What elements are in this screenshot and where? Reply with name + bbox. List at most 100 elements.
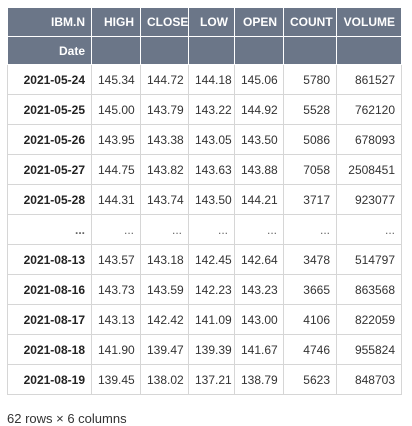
cell-close: 139.47 [140,334,189,365]
cell-low: 141.09 [188,304,235,335]
row-index-ellipsis: ... [7,214,92,245]
cell-close: 143.59 [140,274,189,305]
cell-volume: 848703 [336,364,402,395]
cell-close: 143.79 [140,94,189,125]
empty-header-cell [91,36,141,65]
row-index-date: 2021-05-28 [7,184,92,215]
column-header-low: LOW [188,7,235,37]
cell-count: 4746 [283,334,337,365]
cell-low: 144.18 [188,64,235,95]
table-row: 2021-08-13 143.57 143.18 142.45 142.64 3… [7,244,402,275]
row-index-date: 2021-08-17 [7,304,92,335]
empty-header-cell [283,36,337,65]
cell-open: 143.00 [234,304,284,335]
row-index-date: 2021-05-27 [7,154,92,185]
cell-low: 143.63 [188,154,235,185]
cell-close: 144.72 [140,64,189,95]
cell-high: 143.57 [91,244,141,275]
ellipsis-row: ... ... ... ... ... ... ... [7,214,402,245]
cell-count: 4106 [283,304,337,335]
cell-count: 5528 [283,94,337,125]
cell-count: 7058 [283,154,337,185]
empty-header-cell [234,36,284,65]
table-row: 2021-08-19 139.45 138.02 137.21 138.79 5… [7,364,402,395]
cell-count: 3665 [283,274,337,305]
cell-close: 143.82 [140,154,189,185]
column-header-high: HIGH [91,7,141,37]
cell-open: 144.92 [234,94,284,125]
cell-close: 143.74 [140,184,189,215]
table-header: IBM.N HIGH CLOSE LOW OPEN COUNT VOLUME D… [7,7,402,65]
cell-ellipsis: ... [140,214,189,245]
cell-volume: 822059 [336,304,402,335]
cell-low: 139.39 [188,334,235,365]
cell-low: 143.22 [188,94,235,125]
table-row: 2021-05-27 144.75 143.82 143.63 143.88 7… [7,154,402,185]
empty-header-cell [188,36,235,65]
cell-open: 143.23 [234,274,284,305]
row-index-date: 2021-05-25 [7,94,92,125]
empty-header-cell [336,36,402,65]
cell-count: 5623 [283,364,337,395]
cell-low: 143.50 [188,184,235,215]
cell-volume: 514797 [336,244,402,275]
table-shape-summary: 62 rows × 6 columns [7,411,127,426]
row-index-date: 2021-08-19 [7,364,92,395]
row-index-date: 2021-08-16 [7,274,92,305]
header-row-columns: IBM.N HIGH CLOSE LOW OPEN COUNT VOLUME [7,7,402,37]
table-row: 2021-05-28 144.31 143.74 143.50 144.21 3… [7,184,402,215]
index-name-header: Date [7,36,92,65]
cell-count: 3717 [283,184,337,215]
header-row-index-name: Date [7,36,402,65]
cell-high: 145.34 [91,64,141,95]
table-row: 2021-08-16 143.73 143.59 142.23 143.23 3… [7,274,402,305]
cell-low: 143.05 [188,124,235,155]
cell-high: 143.95 [91,124,141,155]
cell-open: 144.21 [234,184,284,215]
cell-low: 137.21 [188,364,235,395]
cell-high: 141.90 [91,334,141,365]
column-header-count: COUNT [283,7,337,37]
table-row: 2021-08-18 141.90 139.47 139.39 141.67 4… [7,334,402,365]
cell-open: 142.64 [234,244,284,275]
cell-count: 3478 [283,244,337,275]
cell-open: 143.50 [234,124,284,155]
cell-volume: 863568 [336,274,402,305]
table-row: 2021-05-25 145.00 143.79 143.22 144.92 5… [7,94,402,125]
index-label-header: IBM.N [7,7,92,37]
row-index-date: 2021-05-24 [7,64,92,95]
cell-ellipsis: ... [336,214,402,245]
row-index-date: 2021-08-18 [7,334,92,365]
cell-count: 5780 [283,64,337,95]
cell-ellipsis: ... [91,214,141,245]
cell-volume: 2508451 [336,154,402,185]
cell-volume: 861527 [336,64,402,95]
row-index-date: 2021-05-26 [7,124,92,155]
dataframe-output: IBM.N HIGH CLOSE LOW OPEN COUNT VOLUME D… [7,7,405,426]
cell-low: 142.45 [188,244,235,275]
table-row: 2021-05-24 145.34 144.72 144.18 145.06 5… [7,64,402,95]
cell-volume: 955824 [336,334,402,365]
table-row: 2021-08-17 143.13 142.42 141.09 143.00 4… [7,304,402,335]
row-index-date: 2021-08-13 [7,244,92,275]
column-header-close: CLOSE [140,7,189,37]
cell-open: 145.06 [234,64,284,95]
cell-high: 143.13 [91,304,141,335]
cell-high: 144.75 [91,154,141,185]
cell-high: 139.45 [91,364,141,395]
cell-close: 143.18 [140,244,189,275]
cell-volume: 762120 [336,94,402,125]
cell-high: 144.31 [91,184,141,215]
dataframe-table: IBM.N HIGH CLOSE LOW OPEN COUNT VOLUME D… [7,7,402,395]
cell-open: 138.79 [234,364,284,395]
cell-ellipsis: ... [283,214,337,245]
cell-high: 145.00 [91,94,141,125]
column-header-open: OPEN [234,7,284,37]
table-body: 2021-05-24 145.34 144.72 144.18 145.06 5… [7,64,402,395]
cell-close: 143.38 [140,124,189,155]
cell-count: 5086 [283,124,337,155]
cell-ellipsis: ... [188,214,235,245]
cell-volume: 678093 [336,124,402,155]
table-row: 2021-05-26 143.95 143.38 143.05 143.50 5… [7,124,402,155]
empty-header-cell [140,36,189,65]
